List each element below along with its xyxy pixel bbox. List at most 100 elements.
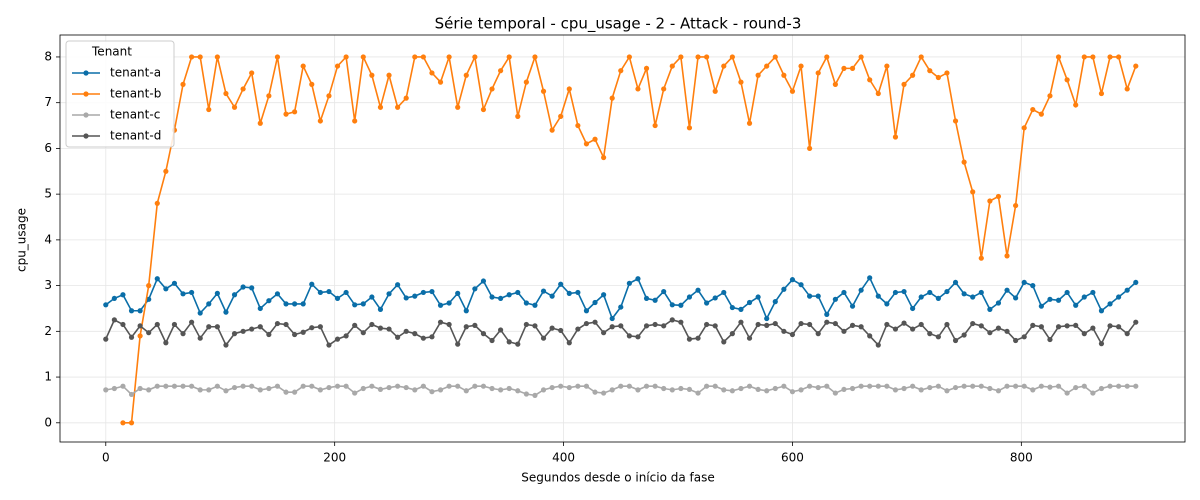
data-point	[231, 292, 238, 298]
data-point	[266, 331, 272, 338]
data-point	[163, 286, 169, 292]
y-axis-label: cpu_usage	[15, 208, 29, 272]
data-point	[755, 386, 761, 393]
data-point	[789, 331, 796, 338]
data-point	[1073, 322, 1079, 328]
data-point	[1133, 63, 1139, 69]
data-point	[695, 335, 701, 341]
data-point	[575, 326, 581, 332]
data-point	[300, 63, 306, 69]
data-point	[266, 385, 272, 392]
data-point	[1038, 383, 1044, 389]
data-point	[403, 95, 409, 101]
data-point	[386, 384, 392, 391]
data-point	[1090, 390, 1096, 396]
data-point	[420, 54, 426, 60]
data-point	[661, 288, 667, 295]
data-point	[283, 389, 289, 395]
data-point	[781, 383, 787, 389]
data-point	[128, 308, 135, 314]
data-point	[197, 335, 203, 341]
data-point	[120, 420, 126, 426]
data-point	[858, 324, 864, 330]
data-point	[128, 391, 135, 398]
data-point	[412, 387, 418, 393]
data-point	[231, 384, 238, 391]
data-point	[103, 387, 109, 393]
data-point	[661, 86, 667, 92]
data-point	[849, 385, 856, 392]
data-point	[206, 106, 212, 113]
data-point	[489, 385, 495, 392]
data-point	[214, 290, 220, 296]
data-point	[386, 72, 392, 78]
data-point	[146, 296, 152, 302]
data-point	[566, 290, 572, 296]
data-point	[1055, 54, 1062, 60]
data-point	[257, 305, 263, 312]
data-point	[789, 88, 796, 94]
data-point	[403, 328, 409, 334]
data-point	[154, 276, 160, 282]
data-point	[935, 295, 941, 302]
data-point	[558, 281, 564, 287]
data-point	[987, 385, 993, 392]
data-point	[901, 81, 907, 87]
data-point	[317, 118, 323, 124]
data-point	[901, 385, 907, 392]
data-point	[1047, 336, 1053, 343]
data-point	[498, 327, 504, 333]
data-point	[738, 306, 744, 312]
data-point	[626, 280, 632, 286]
data-point	[824, 319, 830, 325]
data-point	[1098, 385, 1105, 392]
data-point	[704, 321, 710, 328]
data-point	[171, 321, 178, 328]
data-point	[952, 279, 959, 286]
data-point	[171, 280, 178, 286]
data-point	[437, 79, 444, 85]
data-point	[446, 383, 452, 389]
data-point	[704, 300, 710, 306]
data-point	[403, 384, 409, 391]
data-point	[154, 200, 160, 206]
data-point	[712, 295, 718, 301]
data-point	[643, 65, 650, 71]
data-point	[360, 54, 366, 60]
data-point	[137, 323, 143, 329]
data-point	[455, 290, 461, 296]
data-point	[343, 333, 349, 339]
data-point	[1064, 390, 1070, 396]
data-point	[867, 333, 873, 339]
data-point	[686, 125, 693, 131]
data-point	[643, 383, 650, 389]
data-point	[343, 383, 349, 389]
data-point	[334, 383, 341, 389]
data-point	[558, 113, 564, 119]
data-point	[815, 293, 821, 299]
data-point	[455, 341, 461, 347]
data-point	[111, 295, 117, 302]
data-point	[601, 154, 607, 161]
data-point	[292, 109, 298, 115]
data-point	[995, 325, 1002, 331]
data-point	[300, 329, 306, 335]
data-point	[1090, 289, 1096, 296]
data-point	[309, 81, 315, 87]
data-point	[764, 322, 770, 328]
data-point	[472, 54, 478, 60]
data-point	[103, 302, 109, 308]
data-point	[746, 383, 753, 389]
data-point	[523, 300, 529, 306]
data-point	[266, 298, 272, 304]
data-point	[480, 278, 487, 284]
data-point	[592, 389, 598, 395]
data-point	[446, 300, 452, 306]
data-point	[300, 383, 306, 389]
data-point	[1030, 322, 1036, 328]
data-point	[1055, 383, 1062, 389]
data-point	[1021, 125, 1027, 131]
data-point	[772, 299, 778, 305]
data-point	[558, 327, 564, 334]
